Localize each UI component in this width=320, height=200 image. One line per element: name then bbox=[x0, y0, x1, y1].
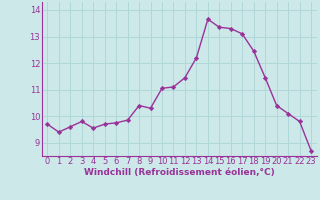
X-axis label: Windchill (Refroidissement éolien,°C): Windchill (Refroidissement éolien,°C) bbox=[84, 168, 275, 177]
